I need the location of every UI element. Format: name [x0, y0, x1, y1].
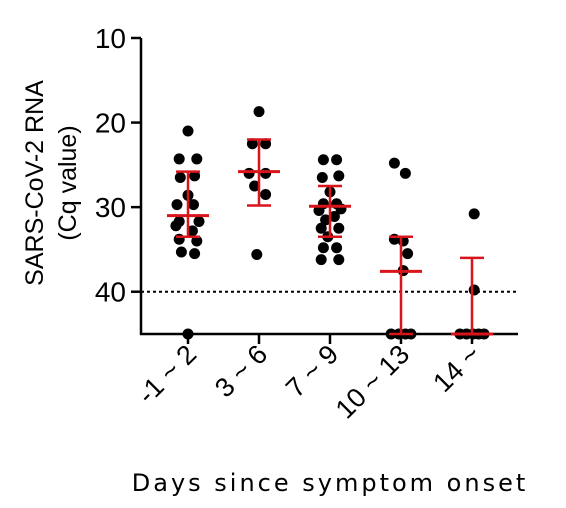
- y-tick-label: 20: [95, 108, 126, 139]
- y-axis-title-line1: SARS-CoV-2 RNA: [21, 80, 49, 286]
- group-1: [238, 106, 280, 261]
- data-point: [189, 170, 201, 182]
- x-axis-title: Days since symptom onset: [132, 469, 529, 497]
- data-point: [246, 138, 258, 150]
- data-point: [399, 167, 411, 179]
- data-point: [188, 199, 199, 211]
- data-point: [189, 248, 201, 260]
- data-point: [191, 153, 203, 165]
- data-point: [251, 249, 263, 261]
- x-tick-label: 3 ~ 6: [209, 339, 273, 403]
- data-point: [170, 220, 182, 232]
- data-point: [253, 106, 265, 118]
- data-point: [173, 153, 185, 165]
- x-tick-label: 10 ~ 13: [330, 339, 415, 424]
- data-point: [331, 154, 343, 166]
- data-point: [468, 208, 480, 220]
- data-point: [182, 125, 194, 137]
- data-point: [333, 170, 345, 182]
- y-tick-label: 10: [95, 23, 126, 54]
- data-point: [316, 172, 328, 184]
- data-point: [333, 254, 345, 266]
- data-point: [317, 154, 329, 166]
- data-point: [260, 188, 272, 200]
- data-point: [315, 254, 327, 266]
- data-point: [243, 167, 255, 179]
- x-tick-label: 14 ~: [427, 339, 486, 398]
- data-point: [173, 233, 185, 245]
- data-point: [193, 216, 205, 228]
- data-point: [182, 328, 194, 340]
- y-axis-title: SARS-CoV-2 RNA (Cq value): [21, 80, 82, 286]
- data-point: [468, 284, 480, 296]
- data-point: [331, 242, 343, 254]
- data-point: [186, 225, 198, 237]
- y-tick-label: 30: [95, 192, 126, 223]
- x-tick-label: -1 ~ 2: [132, 339, 203, 410]
- data-point: [333, 222, 345, 234]
- data-point: [175, 246, 187, 258]
- group-4: [451, 208, 493, 340]
- data-point: [260, 167, 272, 179]
- data-point: [388, 157, 400, 169]
- data-point: [249, 180, 261, 192]
- y-tick-label: 40: [95, 277, 126, 308]
- data-point: [328, 210, 340, 222]
- data-point: [317, 242, 329, 254]
- data-point: [174, 172, 186, 184]
- data-point: [260, 138, 272, 150]
- y-axis-title-line2: (Cq value): [54, 125, 82, 240]
- x-tick-label: 7 ~ 9: [280, 339, 344, 403]
- data-point: [320, 214, 332, 226]
- data-point: [315, 222, 327, 234]
- group-0: [167, 125, 209, 340]
- group-2: [309, 154, 351, 266]
- data-point: [191, 235, 203, 247]
- data-point: [402, 248, 414, 260]
- data-point: [171, 199, 183, 211]
- group-3: [380, 157, 422, 340]
